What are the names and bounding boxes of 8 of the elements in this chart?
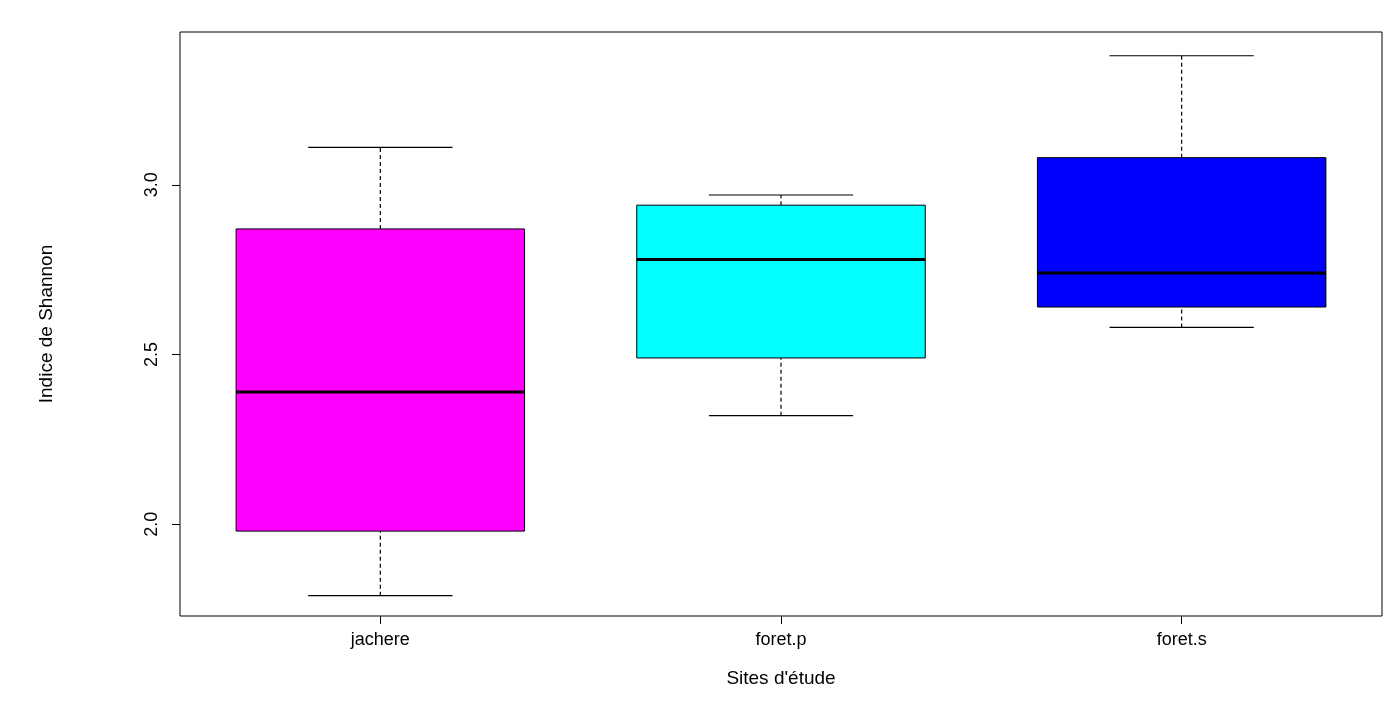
y-tick-label: 2.5 bbox=[141, 342, 161, 368]
x-tick-label: foret.p bbox=[755, 629, 807, 649]
y-tick-label: 3.0 bbox=[141, 172, 161, 198]
y-tick-label: 2.0 bbox=[141, 511, 161, 537]
x-axis-title: Sites d'étude bbox=[726, 667, 836, 688]
y-axis-title: Indice de Shannon bbox=[35, 244, 56, 404]
x-tick-label: foret.s bbox=[1156, 629, 1207, 649]
x-tick-label: jachere bbox=[349, 629, 410, 649]
